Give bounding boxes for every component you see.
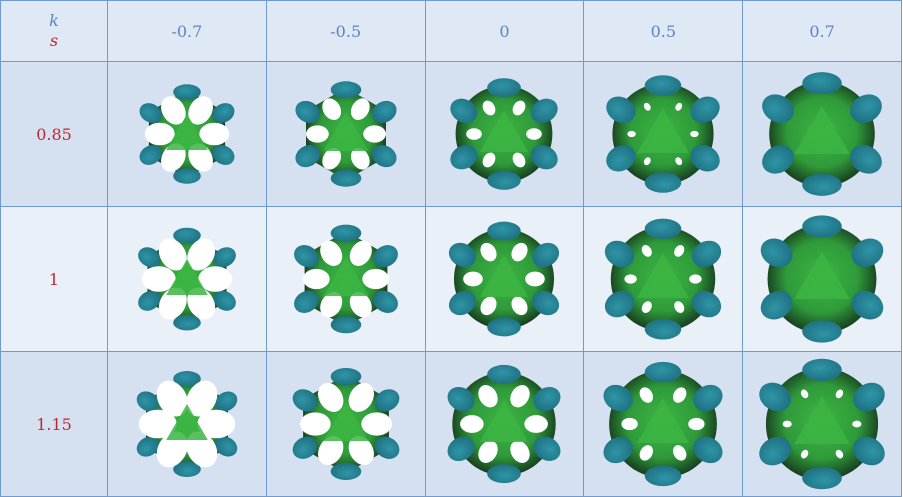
surface-cell bbox=[742, 351, 902, 497]
k-header-cell: 0 bbox=[424, 0, 585, 62]
surface-render bbox=[449, 221, 560, 337]
surface-cell bbox=[265, 206, 426, 352]
surface-cell bbox=[265, 61, 426, 207]
s-row: 1.15 bbox=[0, 351, 902, 497]
surface-render bbox=[760, 215, 884, 343]
k-header-cell: -0.5 bbox=[265, 0, 426, 62]
surface-render bbox=[762, 72, 882, 196]
s-row: 1 bbox=[0, 206, 902, 352]
surface-cell bbox=[265, 351, 426, 497]
surface-render bbox=[139, 84, 235, 184]
header-row: k s -0.7 -0.5 0 0.5 0.7 bbox=[0, 0, 902, 62]
s-row-label: 1 bbox=[0, 206, 108, 352]
s-row: 0.85 bbox=[0, 61, 902, 207]
surface-render bbox=[605, 218, 722, 340]
surface-cell bbox=[742, 61, 902, 207]
surface-render bbox=[606, 75, 721, 193]
surface-cell bbox=[107, 351, 267, 497]
surface-cell bbox=[424, 206, 585, 352]
surface-cell bbox=[583, 351, 744, 497]
surface-render bbox=[759, 358, 885, 490]
surface-cell bbox=[107, 206, 267, 352]
surface-render bbox=[448, 364, 561, 484]
surface-render bbox=[138, 227, 236, 331]
surface-render bbox=[450, 78, 559, 190]
s-symbol: s bbox=[49, 31, 59, 50]
surface-render bbox=[295, 81, 397, 187]
surface-cell bbox=[107, 61, 267, 207]
k-symbol: k bbox=[49, 11, 59, 30]
k-header-cell: -0.7 bbox=[107, 0, 267, 62]
surface-render bbox=[136, 371, 238, 477]
surface-cell bbox=[583, 206, 744, 352]
surface-render bbox=[292, 368, 400, 480]
s-row-label: 0.85 bbox=[0, 61, 108, 207]
s-row-label: 1.15 bbox=[0, 351, 108, 497]
k-header-cell: 0.5 bbox=[583, 0, 744, 62]
k-header-cell: 0.7 bbox=[742, 0, 902, 62]
surface-cell bbox=[583, 61, 744, 207]
corner-header-cell: k s bbox=[0, 0, 108, 62]
surface-render bbox=[603, 361, 723, 487]
surface-cell bbox=[742, 206, 902, 352]
surface-render bbox=[293, 224, 398, 334]
surface-cell bbox=[424, 61, 585, 207]
surface-cell bbox=[424, 351, 585, 497]
